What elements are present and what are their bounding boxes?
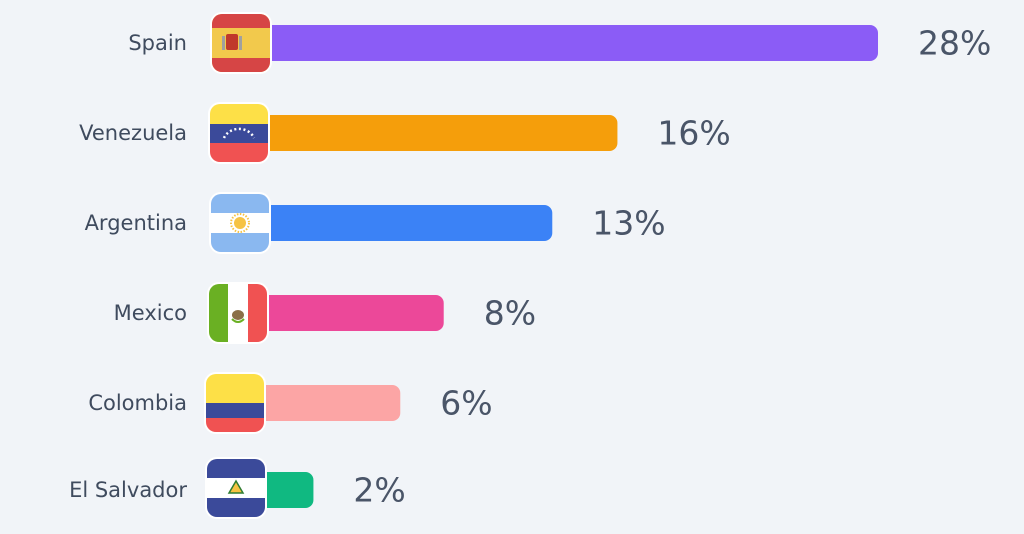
bar bbox=[258, 25, 878, 61]
bars bbox=[258, 25, 878, 508]
flag-argentina bbox=[209, 192, 271, 254]
value-label: 16% bbox=[657, 114, 730, 153]
category-label: Spain bbox=[128, 31, 187, 55]
bar bbox=[258, 472, 314, 508]
bar bbox=[258, 385, 401, 421]
category-label: El Salvador bbox=[69, 478, 187, 502]
bar bbox=[258, 115, 618, 151]
value-label: 28% bbox=[918, 24, 991, 63]
value-label: 6% bbox=[440, 384, 492, 423]
flag-venezuela bbox=[208, 102, 270, 164]
flags bbox=[204, 12, 272, 519]
value-label: 8% bbox=[484, 294, 536, 333]
category-label: Venezuela bbox=[79, 121, 187, 145]
category-label: Colombia bbox=[88, 391, 187, 415]
flag-colombia bbox=[204, 372, 266, 434]
flag-mexico bbox=[207, 282, 269, 344]
value-label: 2% bbox=[353, 471, 405, 510]
category-label: Mexico bbox=[114, 301, 187, 325]
value-label: 13% bbox=[592, 204, 665, 243]
flag-el-salvador bbox=[205, 457, 267, 519]
category-label: Argentina bbox=[85, 211, 187, 235]
flag-spain bbox=[210, 12, 272, 74]
bar bbox=[258, 295, 444, 331]
bar bbox=[258, 205, 553, 241]
